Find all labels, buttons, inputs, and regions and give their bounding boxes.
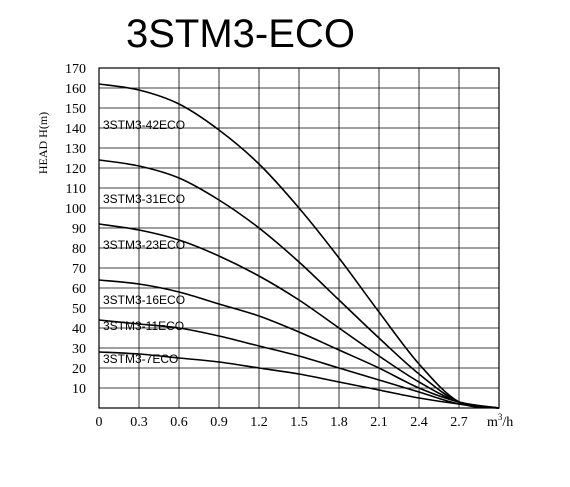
x-tick-label: 1.8: [330, 415, 348, 430]
y-tick-label: 40: [72, 322, 86, 337]
y-tick-label: 120: [65, 162, 86, 177]
series-label: 3STM3-11ECO: [103, 319, 184, 333]
y-tick-label: 20: [72, 362, 86, 377]
chart-title: 3STM3-ECO: [126, 12, 355, 56]
y-tick-label: 60: [72, 282, 86, 297]
x-tick-label: 0.6: [170, 415, 188, 430]
tick-labels: 0 0.3 0.6 0.9 1.2 1.5 1.8 2.1 2.4 2.7 10 20 30 40 50 60…: [65, 62, 468, 430]
x-tick-label: 2.4: [410, 415, 428, 430]
y-tick-label: 110: [66, 182, 86, 197]
series-line-3stm3-11eco: [98, 319, 500, 409]
series-label: 3STM3-23ECO: [103, 238, 185, 252]
series-label: 3STM3-31ECO: [103, 192, 185, 206]
series-label: 3STM3-7ECO: [103, 352, 178, 366]
series-line-3stm3-7eco: [98, 351, 500, 409]
series-line-3stm3-16eco: [98, 279, 500, 409]
series-line-3stm3-42eco: [98, 83, 500, 409]
y-tick-label: 30: [72, 342, 86, 357]
x-tick-label: 1.2: [250, 415, 268, 430]
x-axis-unit: m3/h: [487, 412, 513, 430]
x-unit-tail: /h: [502, 415, 513, 430]
y-tick-label: 140: [65, 122, 86, 137]
x-unit-base: m: [487, 415, 498, 430]
x-tick-label: 2.1: [370, 415, 388, 430]
curves: [98, 83, 500, 409]
x-tick-label: 0.3: [130, 415, 148, 430]
y-tick-label: 170: [65, 62, 86, 77]
y-tick-label: 50: [72, 302, 86, 317]
y-tick-label: 150: [65, 102, 86, 117]
series-label: 3STM3-16ECO: [103, 293, 185, 307]
series-label: 3STM3-42ECO: [103, 118, 185, 132]
y-tick-label: 160: [65, 82, 86, 97]
series-line-3stm3-31eco: [98, 159, 500, 409]
y-tick-label: 80: [72, 242, 86, 257]
x-tick-label: 0: [96, 415, 103, 430]
y-tick-label: 70: [72, 262, 86, 277]
y-tick-label: 90: [72, 222, 86, 237]
y-axis-label: HEAD H(m): [36, 112, 50, 174]
x-tick-label: 0.9: [210, 415, 228, 430]
x-unit-sup: 3: [498, 412, 503, 422]
y-tick-label: 130: [65, 142, 86, 157]
x-tick-label: 1.5: [290, 415, 308, 430]
x-tick-label: 2.7: [450, 415, 468, 430]
series-line-3stm3-23eco: [98, 223, 500, 409]
series-labels: 3STM3-42ECO 3STM3-31ECO 3STM3-23ECO 3STM3-1…: [103, 118, 185, 366]
plot-frame: [98, 67, 500, 409]
y-tick-label: 10: [72, 382, 86, 397]
grid: [99, 67, 499, 408]
y-tick-label: 100: [65, 202, 86, 217]
